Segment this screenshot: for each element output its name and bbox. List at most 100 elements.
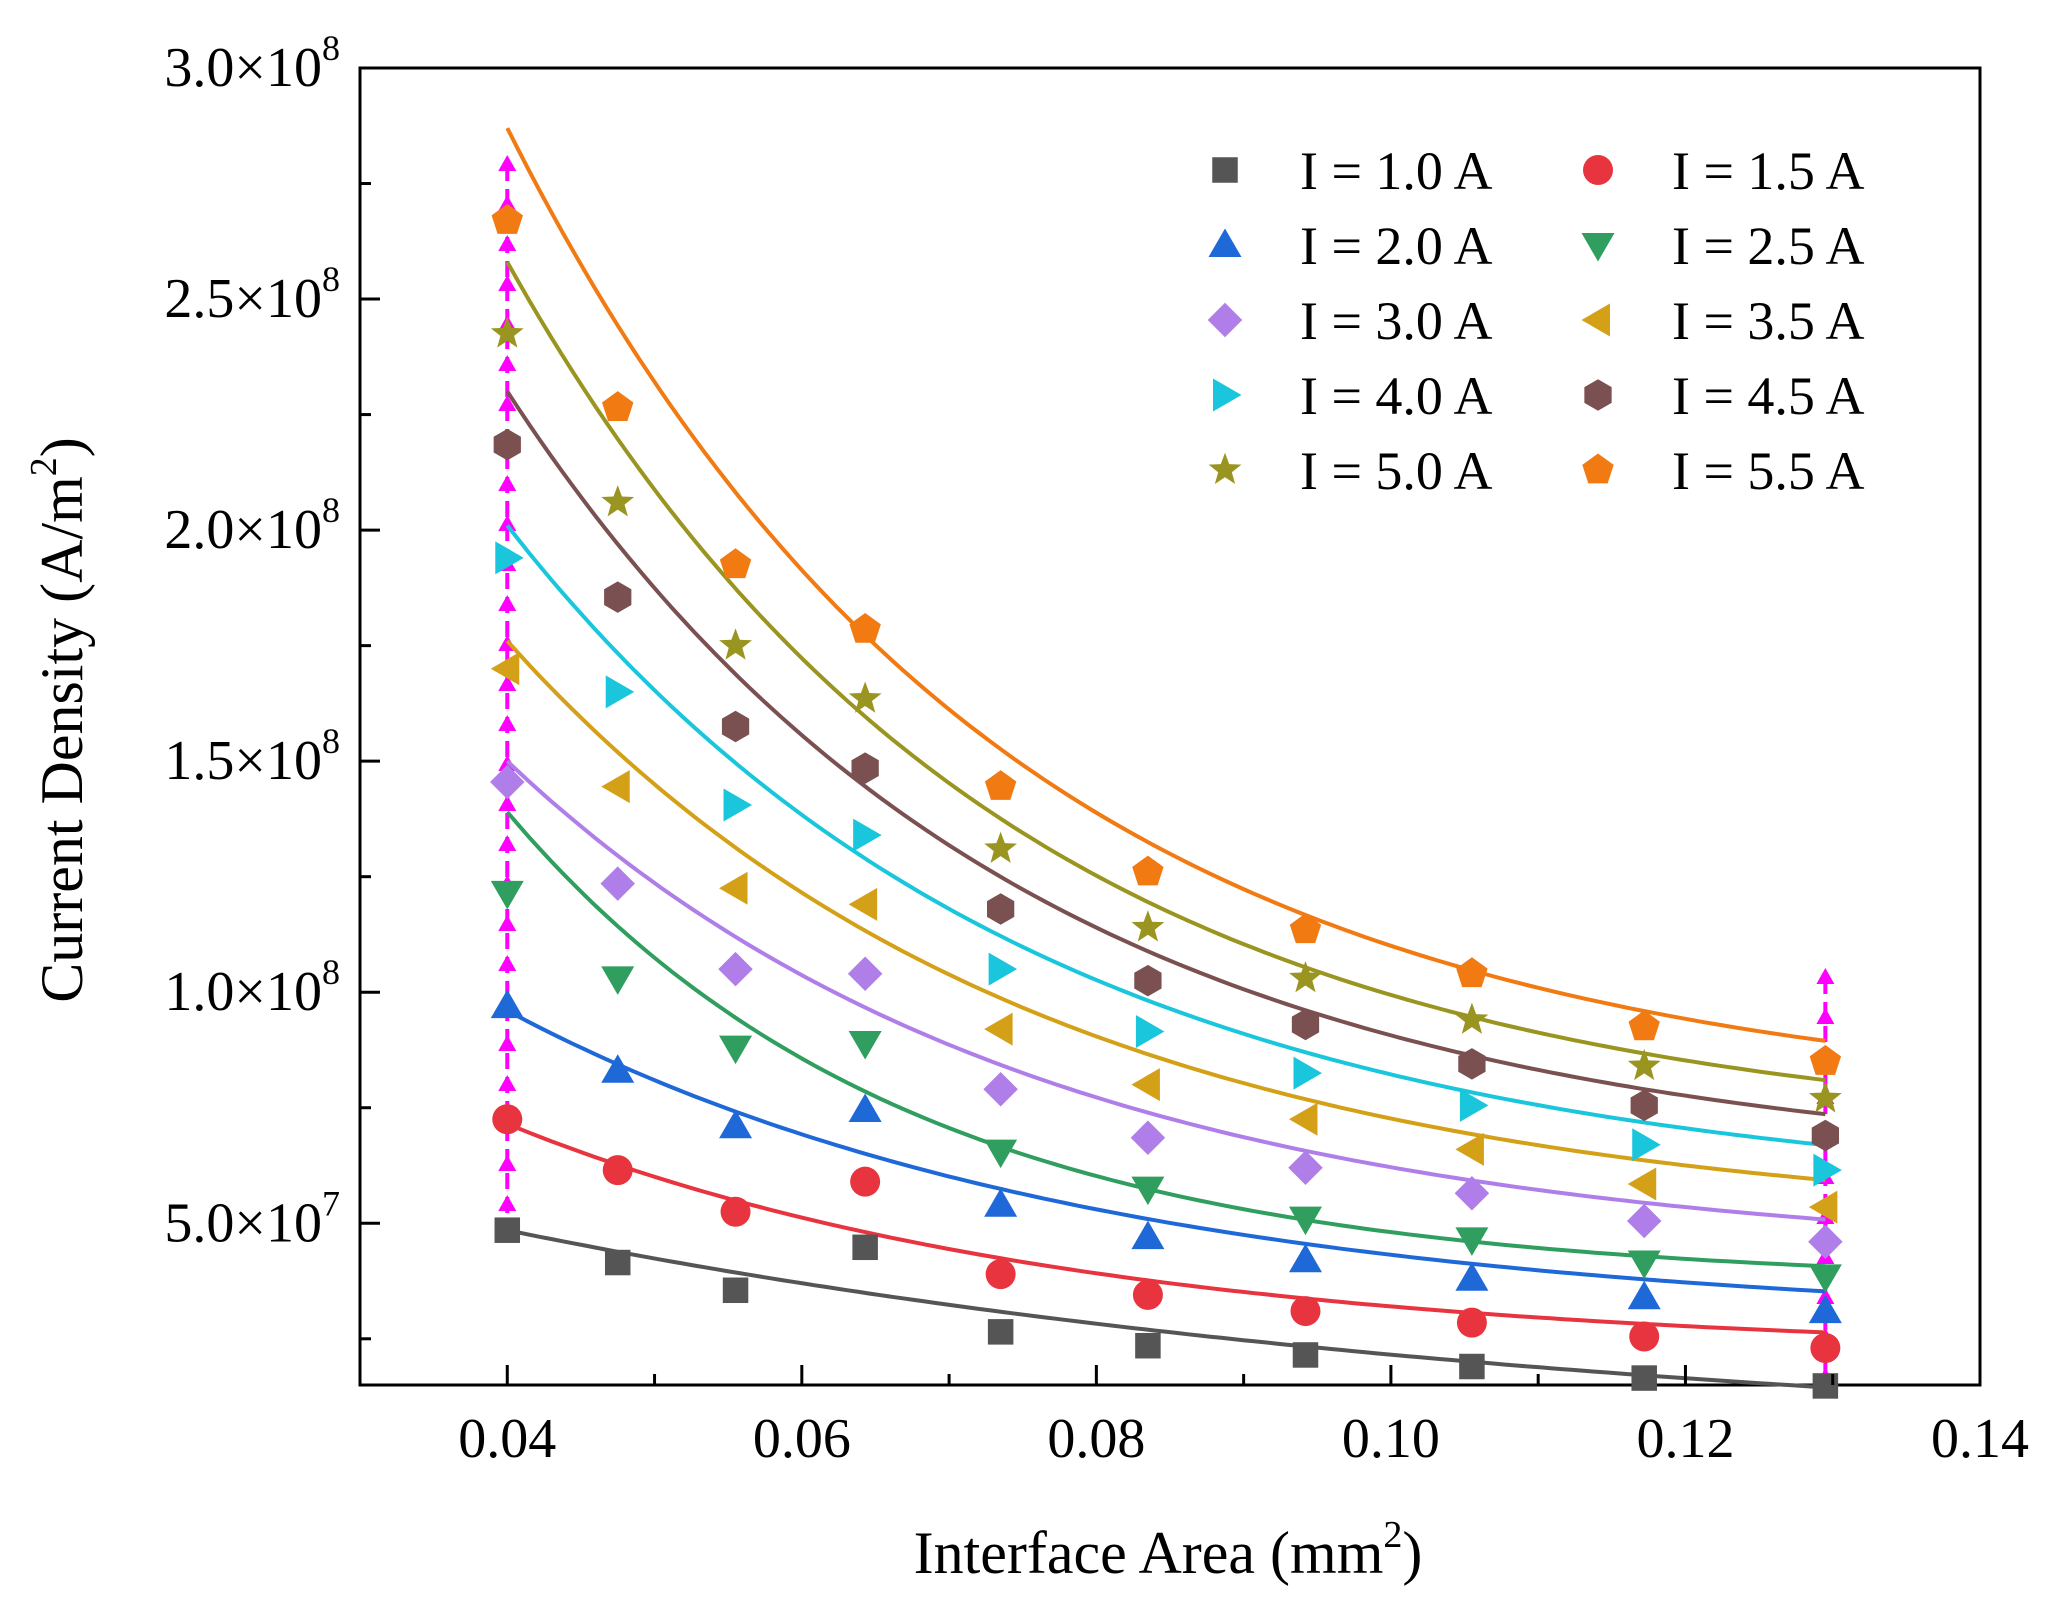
reference-arrow-mark — [498, 715, 517, 731]
data-point — [494, 1217, 521, 1243]
data-point — [848, 1031, 882, 1060]
data-point — [1632, 1128, 1661, 1162]
data-point — [600, 866, 635, 901]
data-point — [1459, 1353, 1485, 1380]
data-point — [1455, 1132, 1484, 1166]
reference-arrow-mark — [498, 835, 517, 851]
reference-arrow-mark — [498, 275, 517, 291]
data-point — [984, 770, 1017, 800]
fit-curve — [506, 1008, 1826, 1294]
y-axis-title: Current Density (A/m2) — [23, 437, 95, 1003]
data-point — [852, 1234, 878, 1261]
legend-marker — [1581, 233, 1615, 262]
legend-label: I = 4.0 A — [1300, 366, 1492, 426]
data-point — [490, 880, 524, 910]
data-point — [1456, 957, 1488, 988]
fit-curve — [505, 390, 1826, 1117]
data-point — [719, 548, 752, 579]
data-point — [984, 1188, 1018, 1217]
reference-arrow-mark — [498, 155, 517, 171]
data-point — [1627, 1280, 1661, 1310]
x-tick-label: 0.12 — [1636, 1408, 1734, 1470]
data-point — [1627, 1167, 1657, 1201]
data-point — [1812, 1373, 1839, 1399]
plot-area — [358, 66, 1982, 1387]
reference-arrow-mark — [498, 475, 517, 491]
data-point — [1809, 1045, 1842, 1075]
data-point — [1131, 1176, 1165, 1206]
reference-arrow-mark — [498, 1035, 517, 1051]
data-point — [490, 652, 520, 686]
data-point — [1629, 1321, 1660, 1352]
data-point — [1455, 1262, 1489, 1291]
data-point — [1134, 964, 1162, 997]
reference-arrow-mark — [498, 675, 517, 691]
data-point — [1456, 1307, 1487, 1338]
data-point — [719, 1109, 753, 1139]
data-point — [722, 1277, 749, 1304]
legend-marker — [1583, 155, 1613, 185]
data-point — [721, 710, 750, 743]
reference-arrow-mark — [498, 595, 517, 611]
data-point — [1293, 1056, 1322, 1090]
data-point — [1455, 1227, 1489, 1256]
data-point — [1131, 1068, 1160, 1102]
reference-arrow-mark — [498, 915, 517, 931]
data-point — [1631, 1365, 1657, 1391]
data-point — [601, 1054, 635, 1083]
y-tick-label: 1.5×108 — [164, 721, 340, 792]
legend-label: I = 2.0 A — [1300, 216, 1492, 276]
data-point — [1810, 1333, 1841, 1364]
data-point — [1131, 1220, 1165, 1250]
plot-frame — [358, 66, 1982, 1387]
legend-label: I = 1.0 A — [1300, 141, 1492, 201]
legend-marker — [1581, 303, 1610, 337]
data-point — [1811, 1119, 1840, 1152]
data-point — [1813, 1153, 1842, 1187]
reference-arrow-mark — [498, 515, 517, 531]
reference-arrow-mark — [498, 395, 517, 411]
data-point — [1132, 855, 1164, 886]
data-point — [848, 887, 878, 921]
data-point — [604, 581, 632, 613]
x-tick-label: 0.06 — [753, 1408, 851, 1470]
data-point — [1627, 1048, 1661, 1081]
legend-label: I = 1.5 A — [1672, 141, 1864, 201]
fit-curve — [505, 639, 1826, 1182]
data-point — [985, 1259, 1016, 1290]
data-point — [988, 952, 1018, 986]
legend-marker — [1213, 378, 1242, 412]
data-point — [1291, 1008, 1320, 1041]
data-point — [1458, 1048, 1486, 1080]
x-tick-label: 0.10 — [1342, 1408, 1440, 1470]
legend-label: I = 3.5 A — [1672, 291, 1864, 351]
data-point — [987, 1319, 1014, 1345]
data-point — [984, 1012, 1013, 1046]
data-point — [490, 764, 525, 800]
data-point — [1626, 1203, 1662, 1239]
data-point — [849, 612, 881, 643]
data-point — [604, 1249, 631, 1276]
reference-arrow-mark — [498, 1155, 517, 1171]
y-tick-label: 1.0×108 — [164, 952, 340, 1023]
data-point — [1454, 1175, 1490, 1211]
fit-curve — [505, 127, 1826, 1043]
reference-arrow-mark — [498, 355, 517, 371]
legend: I = 1.0 A I = 1.5 A I = 2.0 A I = 2.5 A I = … — [1207, 141, 1864, 501]
data-point — [847, 956, 883, 991]
data-point — [719, 1035, 753, 1065]
reference-arrow-mark — [498, 1195, 517, 1211]
fit-curve — [505, 759, 1826, 1222]
fit-curve — [505, 524, 1826, 1148]
fit-curves — [505, 127, 1826, 1390]
legend-label: I = 3.0 A — [1300, 291, 1492, 351]
data-point — [1131, 910, 1165, 942]
data-point — [1288, 1102, 1318, 1136]
fit-curve — [505, 810, 1826, 1269]
data-point — [720, 1196, 751, 1227]
legend-label: I = 4.5 A — [1672, 366, 1864, 426]
data-point — [602, 1155, 633, 1186]
legend-label: I = 5.5 A — [1672, 441, 1864, 501]
legend-marker — [1208, 452, 1242, 484]
